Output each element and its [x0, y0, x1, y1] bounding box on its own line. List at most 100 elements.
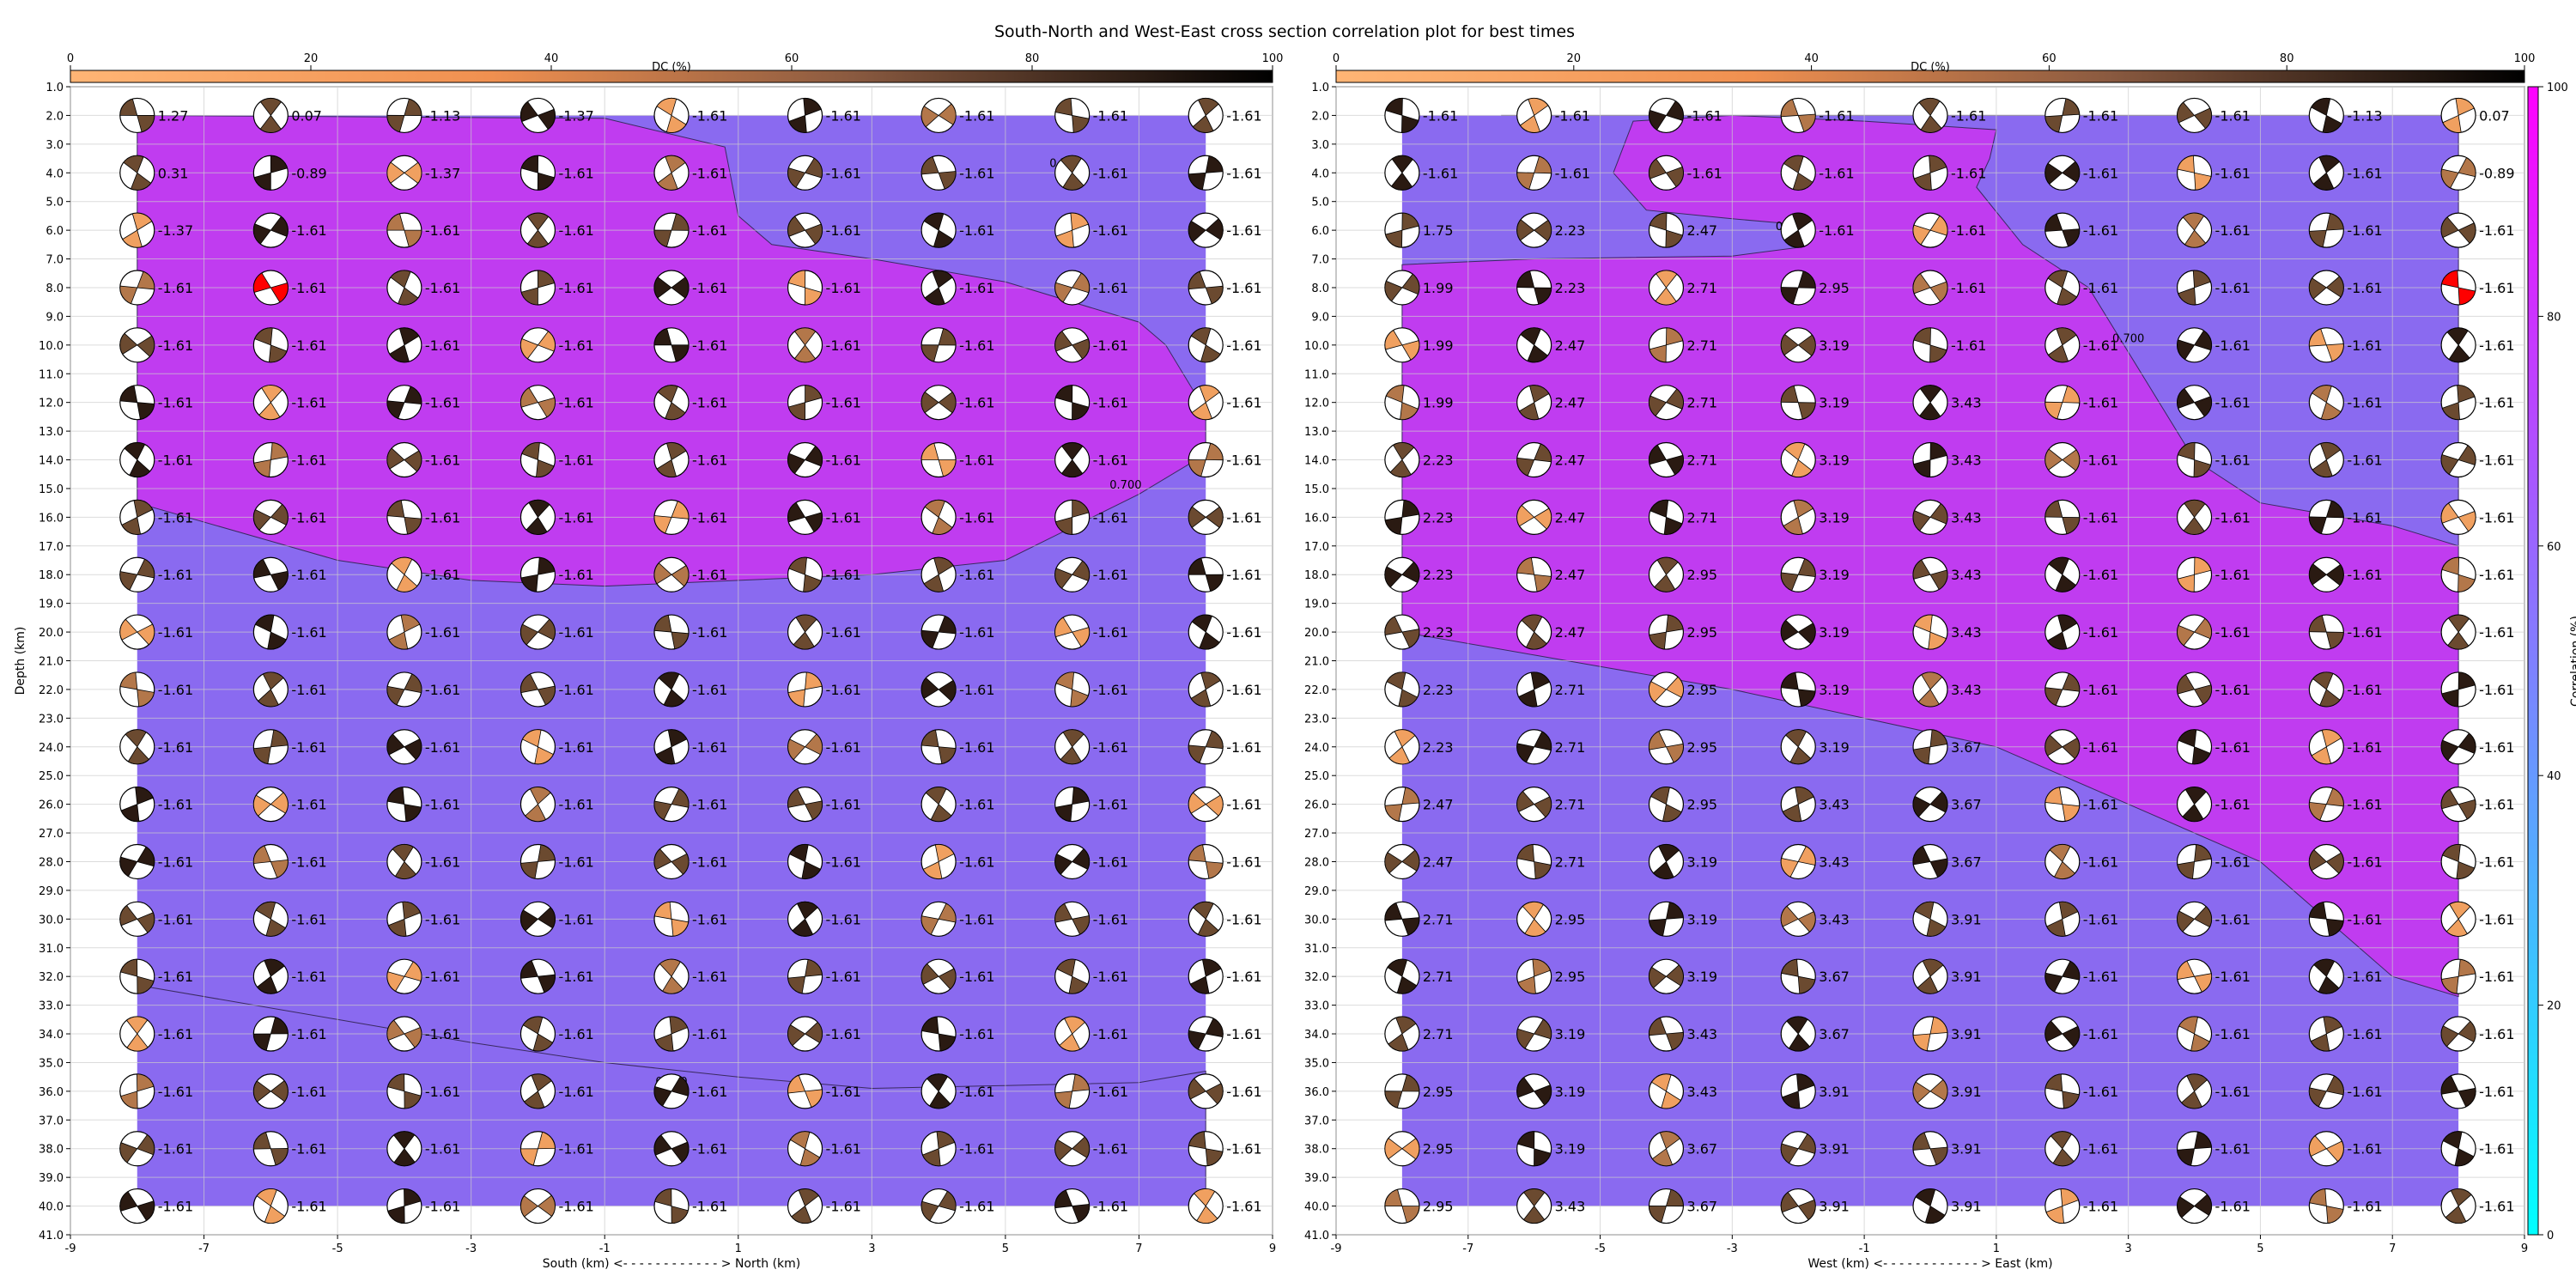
beachball-label: 2.23: [1423, 567, 1454, 583]
beachball: [1054, 1016, 1091, 1052]
dc-colorbar-label: DC (%): [652, 61, 691, 74]
beachball-label: -1.61: [2347, 453, 2382, 469]
beachball: [2044, 1188, 2081, 1224]
beachball-label: -1.61: [291, 395, 326, 411]
beachball: [386, 1131, 422, 1167]
beachball: [2440, 787, 2476, 823]
beachball: [1912, 614, 1948, 650]
beachball-label: 0.07: [2479, 107, 2510, 124]
beachball: [252, 155, 289, 191]
beachball-label: -1.61: [959, 1141, 994, 1157]
beachball-label: -1.61: [1093, 165, 1128, 181]
beachball-label: -1.61: [959, 911, 994, 927]
beachball: [2308, 1188, 2344, 1224]
y-tick-label: 35.0: [1304, 1057, 1329, 1070]
y-tick-label: 6.0: [1311, 225, 1329, 238]
beachball-label: -1.61: [158, 1026, 193, 1042]
beachball-label: -1.61: [692, 107, 727, 124]
beachball-label: -1.61: [2083, 911, 2118, 927]
beachball-label: -1.61: [2083, 337, 2118, 354]
beachball: [119, 441, 155, 478]
beachball-label: -1.61: [1423, 165, 1458, 181]
beachball-label: 3.19: [1819, 624, 1850, 641]
beachball: [1384, 212, 1420, 248]
beachball: [2440, 1016, 2476, 1052]
beachball-label: -1.61: [2479, 969, 2514, 985]
y-tick-label: 32.0: [39, 971, 64, 984]
y-tick-label: 19.0: [1304, 598, 1329, 611]
beachball-label: -1.61: [1093, 1141, 1128, 1157]
beachball: [1054, 212, 1091, 248]
beachball-label: -1.61: [826, 911, 861, 927]
beachball: [2044, 499, 2081, 535]
beachball: [252, 327, 289, 363]
beachball-label: -1.61: [1226, 509, 1261, 526]
beachball: [252, 1188, 289, 1224]
beachball: [2440, 385, 2476, 421]
beachball: [1188, 385, 1224, 421]
beachball-label: -1.61: [2083, 509, 2118, 526]
beachball: [519, 1131, 556, 1167]
y-tick-label: 41.0: [1304, 1230, 1329, 1242]
beachball: [1188, 901, 1224, 937]
beachball-label: -1.61: [692, 395, 727, 411]
x-tick-label: 3: [2125, 1242, 2132, 1255]
beachball-label: 3.43: [1686, 1026, 1717, 1042]
beachball: [1054, 270, 1091, 306]
beachball: [920, 499, 957, 535]
beachball: [119, 155, 155, 191]
beachball-label: -1.61: [1093, 337, 1128, 354]
beachball-label: -1.61: [1226, 567, 1261, 583]
beachball: [787, 97, 823, 134]
beachball-label: -1.61: [291, 567, 326, 583]
beachball: [2308, 556, 2344, 592]
beachball: [1384, 1073, 1420, 1109]
beachball-label: 2.71: [1555, 797, 1586, 813]
beachball-label: -1.61: [2479, 797, 2514, 813]
y-tick-label: 26.0: [39, 799, 64, 812]
beachball-label: -1.61: [1555, 107, 1590, 124]
beachball: [653, 556, 690, 592]
beachball: [1912, 958, 1948, 994]
y-tick-label: 15.0: [1304, 483, 1329, 496]
beachball-label: 2.71: [1423, 911, 1454, 927]
beachball: [653, 843, 690, 880]
beachball: [2308, 441, 2344, 478]
beachball: [2440, 327, 2476, 363]
x-tick-label: 5: [1002, 1242, 1009, 1255]
y-tick-label: 38.0: [39, 1144, 64, 1157]
x-tick-label: 9: [2521, 1242, 2528, 1255]
beachball-label: -1.61: [291, 1026, 326, 1042]
beachball-label: -1.61: [826, 453, 861, 469]
x-axis-label: West (km) <- - - - - - - - - - - - > Eas…: [1807, 1257, 2052, 1271]
y-tick-label: 23.0: [1304, 713, 1329, 726]
beachball: [386, 97, 422, 134]
beachball: [1780, 155, 1816, 191]
beachball: [386, 441, 422, 478]
beachball: [1648, 843, 1685, 880]
beachball: [2308, 155, 2344, 191]
beachball-label: -1.61: [959, 739, 994, 756]
beachball: [519, 327, 556, 363]
beachball: [1188, 441, 1224, 478]
y-tick-label: 15.0: [39, 483, 64, 496]
beachball: [1912, 212, 1948, 248]
beachball: [2176, 212, 2213, 248]
beachball-label: -1.61: [692, 1141, 727, 1157]
beachball: [1188, 787, 1224, 823]
beachball-label: 3.67: [1819, 1026, 1850, 1042]
beachball: [787, 671, 823, 708]
beachball-label: -1.61: [558, 165, 593, 181]
beachball-label: -1.61: [291, 969, 326, 985]
beachball-label: -1.61: [291, 337, 326, 354]
beachball: [920, 327, 957, 363]
beachball-label: 3.91: [1951, 1141, 1982, 1157]
beachball: [1054, 843, 1091, 880]
beachball-label: -1.61: [959, 395, 994, 411]
beachball-label: 2.71: [1686, 453, 1717, 469]
dc-tick-label: 20: [304, 52, 319, 65]
beachball: [920, 729, 957, 765]
beachball-label: -0.89: [291, 165, 326, 181]
beachball-label: -1.61: [425, 567, 460, 583]
beachball: [787, 787, 823, 823]
